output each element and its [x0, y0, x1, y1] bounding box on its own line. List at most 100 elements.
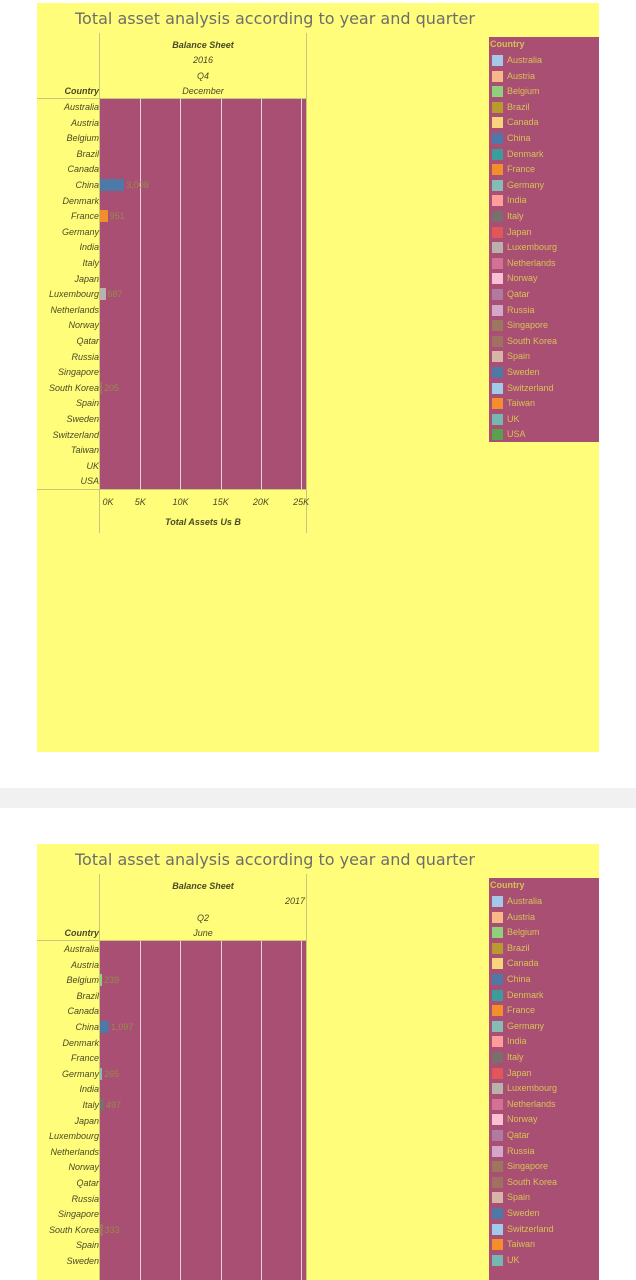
legend-item[interactable]: Russia: [491, 303, 597, 318]
legend-item[interactable]: Spain: [491, 1190, 597, 1205]
dashboard-panel-2016: Total asset analysis according to year a…: [37, 3, 599, 752]
legend-label: Australia: [507, 896, 543, 906]
legend-item[interactable]: Japan: [491, 225, 597, 240]
legend-item[interactable]: UK: [491, 412, 597, 427]
legend-item[interactable]: Japan: [491, 1066, 597, 1081]
legend-item[interactable]: Netherlands: [491, 1097, 597, 1112]
country-label: France: [70, 1053, 99, 1063]
legend-item[interactable]: Qatar: [491, 1128, 597, 1143]
header-bottom-line: [37, 940, 306, 941]
gridline: [180, 941, 181, 1280]
bar-south-korea[interactable]: [100, 1224, 103, 1236]
legend-label: France: [507, 164, 536, 175]
legend-label: Norway: [507, 1114, 538, 1125]
legend-item[interactable]: Australia: [491, 53, 597, 68]
legend-item[interactable]: Australia: [491, 894, 597, 909]
legend-item[interactable]: Switzerland: [491, 381, 597, 396]
legend-item[interactable]: China: [491, 131, 597, 146]
legend-item[interactable]: France: [491, 1003, 597, 1018]
legend-label: Austria: [507, 70, 536, 81]
bar-luxembourg[interactable]: [100, 288, 106, 300]
country-label: Denmark: [62, 196, 99, 206]
bar-china[interactable]: [100, 1021, 109, 1033]
legend-label: Switzerland: [507, 382, 554, 393]
legend-item[interactable]: China: [491, 972, 597, 987]
legend-item[interactable]: Italy: [491, 209, 597, 224]
legend-item[interactable]: Russia: [491, 1144, 597, 1159]
legend-item[interactable]: Switzerland: [491, 1222, 597, 1237]
legend-swatch: [492, 896, 503, 907]
legend-item[interactable]: Germany: [491, 178, 597, 193]
bar-belgium[interactable]: [100, 974, 102, 986]
legend-item[interactable]: Singapore: [491, 1159, 597, 1174]
legend-item[interactable]: Netherlands: [491, 256, 597, 271]
page-gap: [0, 788, 636, 808]
legend-item[interactable]: USA: [491, 427, 597, 442]
legend-item[interactable]: Germany: [491, 1019, 597, 1034]
legend-label: UK: [507, 1254, 520, 1265]
legend-item[interactable]: Belgium: [491, 84, 597, 99]
data-label: 239: [104, 975, 120, 985]
country-label: Singapore: [57, 367, 99, 377]
legend-label: Germany: [507, 1020, 545, 1031]
legend-item[interactable]: Norway: [491, 271, 597, 286]
legend-item[interactable]: Singapore: [491, 318, 597, 333]
legend-item[interactable]: Canada: [491, 115, 597, 130]
legend-item[interactable]: Denmark: [491, 147, 597, 162]
legend-label: Belgium: [507, 86, 540, 97]
data-label: 1,097: [110, 1022, 134, 1032]
legend-label: Sweden: [507, 367, 540, 377]
legend-item[interactable]: Luxembourg: [491, 1081, 597, 1096]
legend-label: France: [507, 1005, 536, 1016]
legend-item[interactable]: Belgium: [491, 925, 597, 940]
legend-item[interactable]: UK: [491, 1253, 597, 1268]
legend-item[interactable]: Italy: [491, 1050, 597, 1065]
legend-item[interactable]: France: [491, 162, 597, 177]
legend-item[interactable]: Taiwan: [491, 396, 597, 411]
legend-item[interactable]: Norway: [491, 1112, 597, 1127]
gridline: [140, 99, 141, 489]
legend-item[interactable]: South Korea: [491, 1175, 597, 1190]
year-header: 2016: [192, 55, 214, 65]
legend-swatch: [492, 367, 503, 378]
legend-item[interactable]: Qatar: [491, 287, 597, 302]
legend-swatch: [492, 1052, 503, 1063]
axis-top-line: [37, 489, 306, 490]
bar-south-korea[interactable]: [100, 382, 102, 394]
legend-swatch: [492, 1208, 503, 1219]
legend-label: Luxembourg: [507, 242, 558, 253]
bar-china[interactable]: [100, 179, 125, 191]
country-labels: Australia Austria Belgium Brazil Canada China…: [37, 99, 99, 489]
bar-germany[interactable]: [100, 1068, 103, 1080]
header-divider-right: [306, 874, 307, 1280]
legend-item[interactable]: Austria: [491, 910, 597, 925]
legend-swatch: [492, 911, 503, 923]
gridline: [301, 941, 302, 1280]
gridline: [261, 941, 262, 1280]
country-label: Russia: [71, 352, 99, 362]
country-label: Switzerland: [52, 430, 99, 440]
legend-item[interactable]: Denmark: [491, 988, 597, 1003]
legend-swatch: [492, 289, 503, 300]
country-label: Qatar: [76, 1178, 99, 1188]
legend-item[interactable]: India: [491, 1034, 597, 1049]
legend-label: Sweden: [507, 1208, 540, 1218]
legend-item[interactable]: Luxembourg: [491, 240, 597, 255]
legend-item[interactable]: South Korea: [491, 334, 597, 349]
legend-item[interactable]: Brazil: [491, 941, 597, 956]
legend-item[interactable]: Canada: [491, 956, 597, 971]
country-label: Qatar: [76, 336, 99, 346]
legend-item[interactable]: Sweden: [491, 365, 597, 380]
legend-title: Country: [490, 880, 525, 890]
country-label: Luxembourg: [48, 289, 99, 299]
legend-item[interactable]: India: [491, 193, 597, 208]
legend-swatch: [492, 958, 503, 970]
legend-item[interactable]: Spain: [491, 349, 597, 364]
legend-item[interactable]: Sweden: [491, 1206, 597, 1221]
bar-italy[interactable]: [100, 1099, 104, 1111]
legend-item[interactable]: Brazil: [491, 100, 597, 115]
legend-item[interactable]: Taiwan: [491, 1237, 597, 1252]
legend-item[interactable]: Austria: [491, 69, 597, 84]
legend-swatch: [492, 1130, 503, 1141]
bar-france[interactable]: [100, 210, 108, 222]
